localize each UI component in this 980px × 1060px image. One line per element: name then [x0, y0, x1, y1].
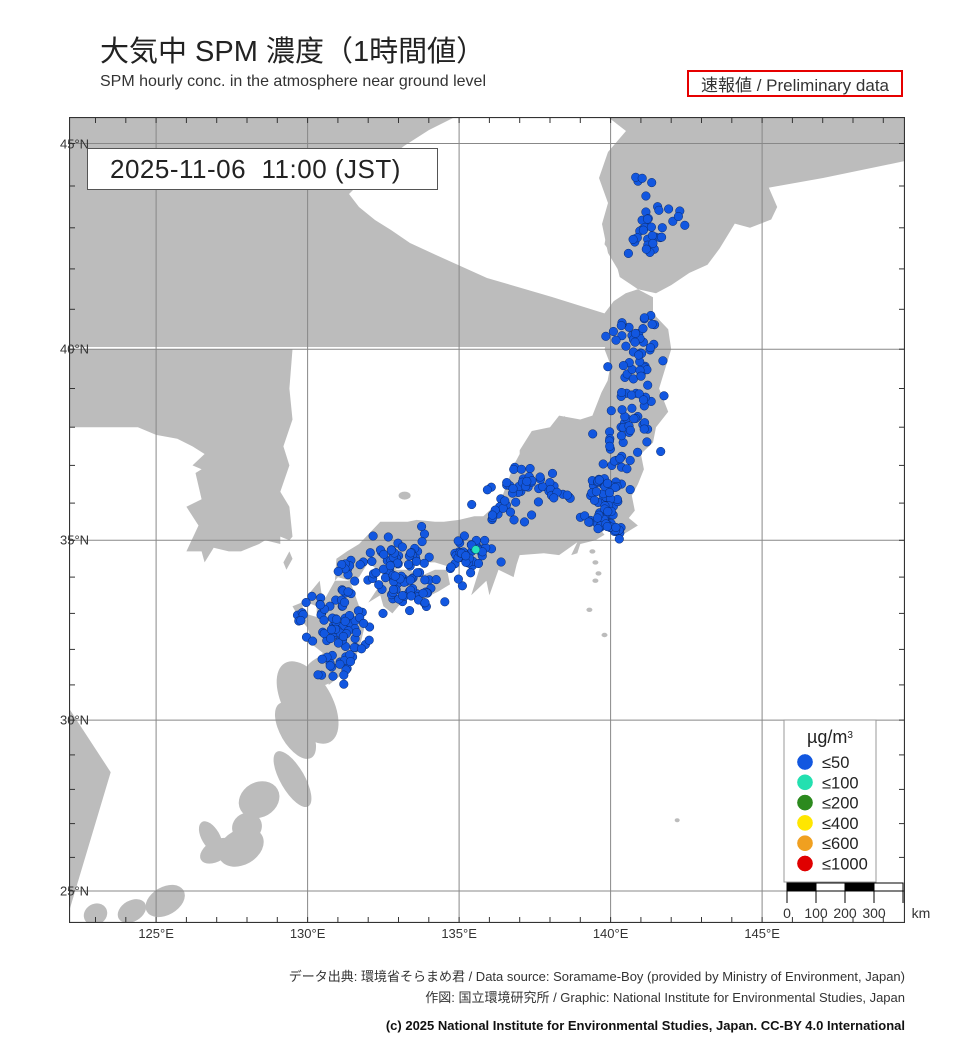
svg-text:≤1000: ≤1000 — [822, 856, 868, 874]
svg-text:≤200: ≤200 — [822, 795, 859, 813]
svg-text:≤100: ≤100 — [822, 774, 859, 792]
svg-text:≤50: ≤50 — [822, 754, 849, 772]
svg-text:µg/m3: µg/m3 — [807, 727, 853, 747]
svg-text:≤600: ≤600 — [822, 835, 859, 853]
svg-text:≤400: ≤400 — [822, 815, 859, 833]
